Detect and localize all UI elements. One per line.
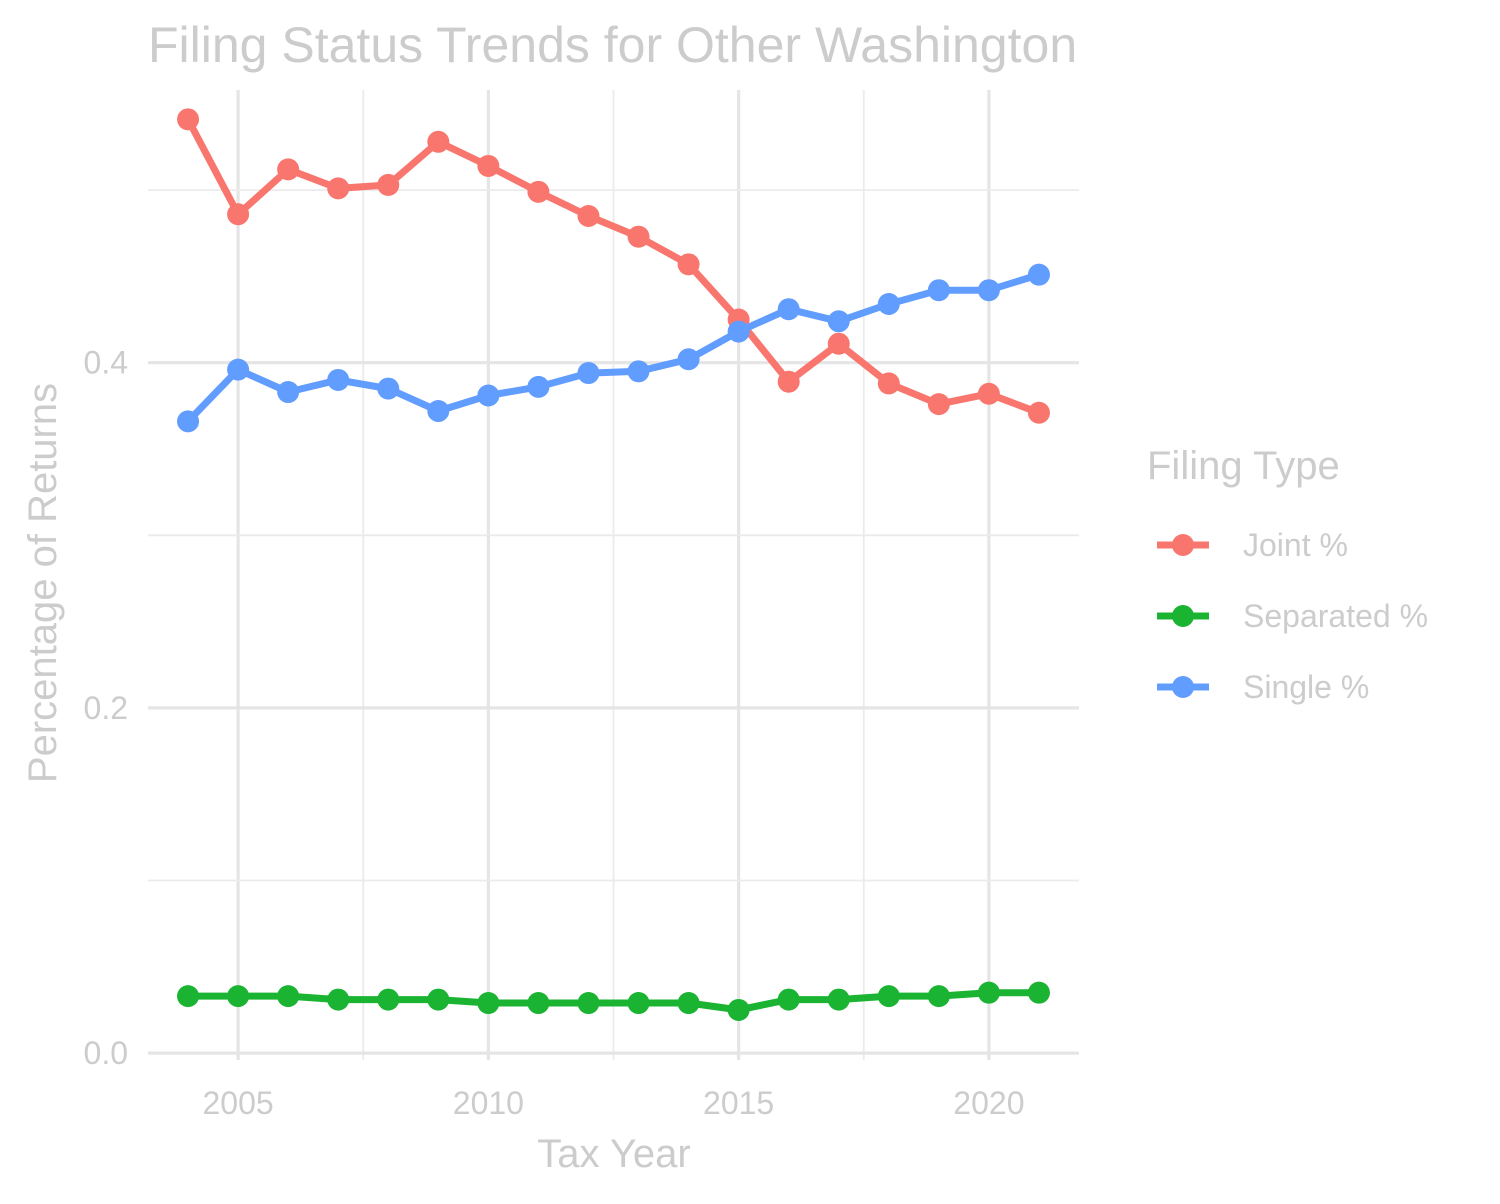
x-tick-label: 2020 (953, 1085, 1024, 1121)
chart-title: Filing Status Trends for Other Washingto… (148, 17, 1077, 73)
data-point (627, 225, 650, 248)
series-lines (177, 108, 1050, 1021)
data-point (727, 998, 750, 1021)
legend-title: Filing Type (1147, 444, 1340, 488)
legend-key-point (1172, 605, 1194, 627)
y-tick-label: 0.0 (84, 1035, 128, 1071)
data-point (327, 988, 350, 1011)
data-point (477, 992, 500, 1015)
data-point (877, 372, 900, 395)
data-point (427, 130, 450, 153)
data-point (827, 988, 850, 1011)
data-point (577, 992, 600, 1015)
data-point (677, 348, 700, 371)
y-axis-title: Percentage of Returns (21, 383, 65, 783)
data-point (1027, 263, 1050, 286)
legend-items: Joint % Separated % Single % (1157, 527, 1428, 705)
legend-label: Separated % (1243, 598, 1428, 634)
data-point (227, 203, 250, 226)
legend-item: Separated % (1157, 598, 1428, 634)
grid-lines (148, 90, 1079, 1060)
series-group (177, 108, 1050, 424)
series-group (177, 263, 1050, 433)
data-point (677, 253, 700, 276)
data-point (277, 985, 300, 1008)
data-point (927, 393, 950, 416)
data-point (877, 293, 900, 316)
data-point (977, 981, 1000, 1004)
data-point (877, 985, 900, 1008)
data-point (827, 310, 850, 333)
data-point (227, 358, 250, 381)
data-point (577, 204, 600, 227)
x-tick-label: 2005 (203, 1085, 274, 1121)
data-point (527, 992, 550, 1015)
legend-label: Single % (1243, 669, 1369, 705)
data-point (777, 988, 800, 1011)
legend-key-point (1172, 676, 1194, 698)
data-point (727, 320, 750, 343)
data-point (627, 360, 650, 383)
data-point (977, 279, 1000, 302)
legend-label: Joint % (1243, 527, 1348, 563)
series-group (177, 981, 1050, 1021)
legend-key-point (1172, 534, 1194, 556)
data-point (327, 368, 350, 391)
data-point (477, 154, 500, 177)
data-point (527, 375, 550, 398)
data-point (177, 985, 200, 1008)
legend-item: Single % (1157, 669, 1369, 705)
data-point (827, 332, 850, 355)
x-tick-label: 2015 (703, 1085, 774, 1121)
data-point (427, 988, 450, 1011)
data-point (527, 180, 550, 203)
data-point (177, 108, 200, 131)
data-point (227, 985, 250, 1008)
data-point (327, 177, 350, 200)
data-point (277, 381, 300, 404)
data-point (977, 382, 1000, 405)
data-point (377, 988, 400, 1011)
data-point (927, 279, 950, 302)
x-axis-title: Tax Year (537, 1132, 690, 1176)
data-point (777, 370, 800, 393)
data-point (627, 992, 650, 1015)
data-point (677, 992, 700, 1015)
data-point (377, 173, 400, 196)
data-point (427, 400, 450, 423)
y-tick-label: 0.2 (84, 690, 128, 726)
data-point (477, 384, 500, 407)
data-point (577, 362, 600, 385)
y-tick-label: 0.4 (84, 345, 128, 381)
x-tick-label: 2010 (453, 1085, 524, 1121)
data-point (777, 298, 800, 321)
axis-labels: 2005 2010 2015 2020 0.0 0.2 0.4 (84, 345, 1025, 1121)
data-point (1027, 981, 1050, 1004)
legend-item: Joint % (1157, 527, 1348, 563)
data-point (1027, 401, 1050, 424)
data-point (177, 410, 200, 433)
data-point (927, 985, 950, 1008)
data-point (277, 158, 300, 181)
data-point (377, 377, 400, 400)
legend: Filing Type Joint % Separated % Single % (1147, 444, 1428, 705)
